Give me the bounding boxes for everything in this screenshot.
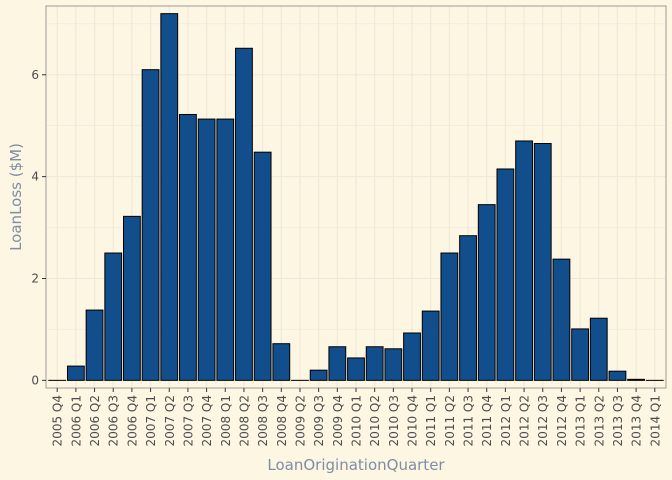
x-tick-label: 2011 Q1 <box>424 395 438 446</box>
x-tick-label: 2010 Q3 <box>387 395 401 446</box>
bar <box>533 143 552 381</box>
bar <box>328 346 347 381</box>
x-tick-label: 2010 Q2 <box>368 395 382 446</box>
bar <box>496 168 515 381</box>
y-tick-label: 4 <box>31 170 39 184</box>
x-tick-label: 2005 Q4 <box>51 395 65 446</box>
x-tick-label: 2008 Q2 <box>237 395 251 446</box>
y-tick-label: 0 <box>31 373 39 387</box>
bar <box>365 346 384 381</box>
bar <box>347 357 365 381</box>
x-tick-label: 2012 Q2 <box>518 395 532 446</box>
bar <box>421 310 440 381</box>
bar <box>309 369 328 381</box>
x-tick-label: 2011 Q3 <box>462 395 476 446</box>
x-tick-label: 2009 Q3 <box>312 395 326 446</box>
x-tick-label: 2014 Q1 <box>648 395 662 446</box>
bar <box>589 317 608 381</box>
x-tick-label: 2012 Q1 <box>499 395 513 446</box>
bar <box>253 151 272 381</box>
x-tick-label: 2013 Q3 <box>611 395 625 446</box>
x-tick-label: 2009 Q4 <box>331 395 345 446</box>
bar <box>160 13 179 381</box>
bar <box>85 309 104 381</box>
bar <box>104 252 123 381</box>
bar <box>477 204 496 381</box>
bar <box>552 258 571 381</box>
bar <box>179 113 197 381</box>
bar <box>235 47 253 381</box>
bar <box>608 370 627 381</box>
bar <box>627 378 646 381</box>
bar <box>66 365 85 381</box>
x-tick-label: 2011 Q2 <box>443 395 457 446</box>
bars <box>48 13 664 381</box>
y-axis-title: LoanLoss ($M) <box>7 143 25 251</box>
bar <box>197 118 216 381</box>
y-tick-label: 2 <box>31 271 39 285</box>
x-tick-label: 2010 Q1 <box>350 395 364 446</box>
x-tick-label: 2013 Q1 <box>574 395 588 446</box>
x-tick-label: 2008 Q1 <box>219 395 233 446</box>
x-tick-label: 2007 Q3 <box>181 395 195 446</box>
x-axis: 2005 Q4 2006 Q1 2006 Q2 2006 Q3 2006 Q4 2007 … <box>51 388 662 446</box>
bar <box>384 348 403 381</box>
x-axis-title: LoanOriginationQuarter <box>267 456 445 474</box>
x-tick-label: 2012 Q4 <box>555 395 569 446</box>
bar <box>440 252 459 381</box>
y-tick-label: 6 <box>31 68 39 82</box>
bar <box>272 343 291 381</box>
bar <box>571 328 589 381</box>
bar <box>216 118 235 381</box>
x-tick-label: 2006 Q1 <box>69 395 83 446</box>
x-tick-label: 2008 Q4 <box>275 395 289 446</box>
x-tick-label: 2012 Q3 <box>536 395 550 446</box>
x-tick-label: 2009 Q2 <box>293 395 307 446</box>
bar <box>459 235 477 381</box>
x-tick-label: 2011 Q4 <box>480 395 494 446</box>
x-tick-label: 2013 Q4 <box>630 395 644 446</box>
bar <box>403 332 421 381</box>
x-tick-label: 2007 Q4 <box>200 395 214 446</box>
x-tick-label: 2010 Q4 <box>406 395 420 446</box>
x-tick-label: 2008 Q3 <box>256 395 270 446</box>
x-tick-label: 2013 Q2 <box>592 395 606 446</box>
bar <box>123 215 141 381</box>
y-axis: 0 2 4 6 <box>31 68 46 387</box>
x-tick-label: 2007 Q2 <box>163 395 177 446</box>
x-tick-label: 2007 Q1 <box>144 395 158 446</box>
bar <box>515 140 533 381</box>
x-tick-label: 2006 Q4 <box>125 395 139 446</box>
bar <box>141 69 160 381</box>
x-tick-label: 2006 Q3 <box>107 395 121 446</box>
x-tick-label: 2006 Q2 <box>88 395 102 446</box>
